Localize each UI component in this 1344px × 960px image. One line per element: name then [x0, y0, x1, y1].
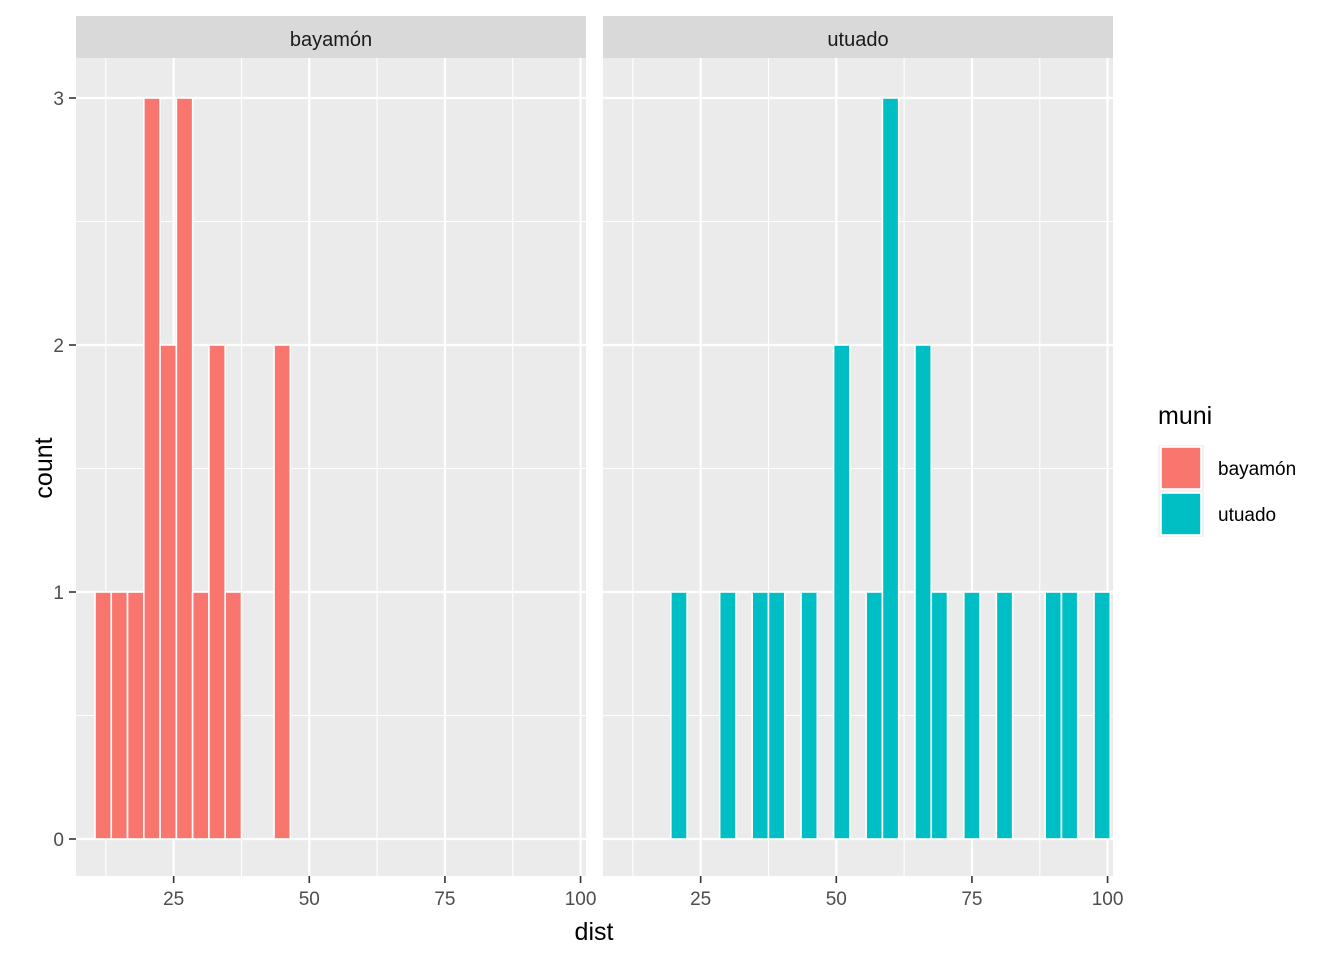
histogram-bar — [914, 344, 933, 840]
histogram-bar — [718, 591, 737, 840]
histogram-bar — [670, 591, 688, 840]
legend-label: bayamón — [1218, 459, 1296, 480]
histogram-bar — [273, 344, 292, 840]
legend-key-swatch — [1160, 492, 1202, 536]
x-tick-label: 50 — [299, 889, 320, 910]
histogram-bar — [881, 97, 900, 840]
legend: muni bayamón utuado — [1158, 402, 1296, 537]
y-tick-label: 2 — [53, 336, 64, 357]
histogram-bar — [962, 591, 981, 840]
histogram-bar — [1044, 591, 1063, 840]
histogram-bar — [224, 591, 243, 840]
x-tick-label: 100 — [565, 889, 597, 910]
facet-panel: bayamón 25 50 75 100 — [76, 16, 596, 910]
histogram-bar — [1093, 591, 1112, 840]
facet-strip — [603, 16, 1113, 58]
y-axis-title: count — [30, 437, 58, 498]
facet-strip-label: utuado — [827, 29, 888, 51]
y-axis: 0 1 2 3 — [53, 89, 76, 851]
panel-background — [603, 58, 1113, 876]
facet-strip-label: bayamón — [290, 29, 372, 51]
x-tick-label: 25 — [690, 889, 711, 910]
histogram-bar — [751, 591, 770, 840]
histogram-bar — [865, 591, 884, 840]
legend-label: utuado — [1218, 505, 1276, 526]
x-tick-label: 75 — [961, 889, 982, 910]
histogram-bar — [126, 591, 145, 840]
legend-key-swatch — [1160, 446, 1202, 490]
histogram-bar — [832, 344, 851, 840]
x-tick-label: 50 — [826, 889, 847, 910]
x-tick-label: 75 — [434, 889, 455, 910]
facet-panels: bayamón 25 50 75 100 utuado 25 50 75 100 — [76, 16, 1123, 910]
histogram-bar — [208, 344, 227, 840]
legend-entries: bayamón utuado — [1158, 445, 1296, 537]
histogram-bar — [159, 344, 178, 840]
x-tick-label: 25 — [163, 889, 184, 910]
histogram-bar — [800, 591, 819, 840]
histogram-bar — [94, 591, 113, 840]
histogram-bar — [930, 591, 949, 840]
histogram-bar — [767, 591, 786, 840]
histogram-bar — [175, 97, 194, 840]
histogram-bar — [995, 591, 1014, 840]
y-tick-label: 3 — [53, 89, 64, 110]
x-axis-title: dist — [575, 918, 614, 946]
y-tick-label: 1 — [53, 583, 64, 604]
legend-title: muni — [1158, 402, 1212, 430]
y-tick-label: 0 — [53, 830, 64, 851]
histogram-bar — [143, 97, 161, 840]
facet-panel: utuado 25 50 75 100 — [603, 16, 1123, 910]
histogram-bar — [110, 591, 129, 840]
histogram-bar — [1060, 591, 1079, 840]
x-tick-label: 100 — [1092, 889, 1124, 910]
histogram-bar — [191, 591, 210, 840]
facet-strip — [76, 16, 586, 58]
